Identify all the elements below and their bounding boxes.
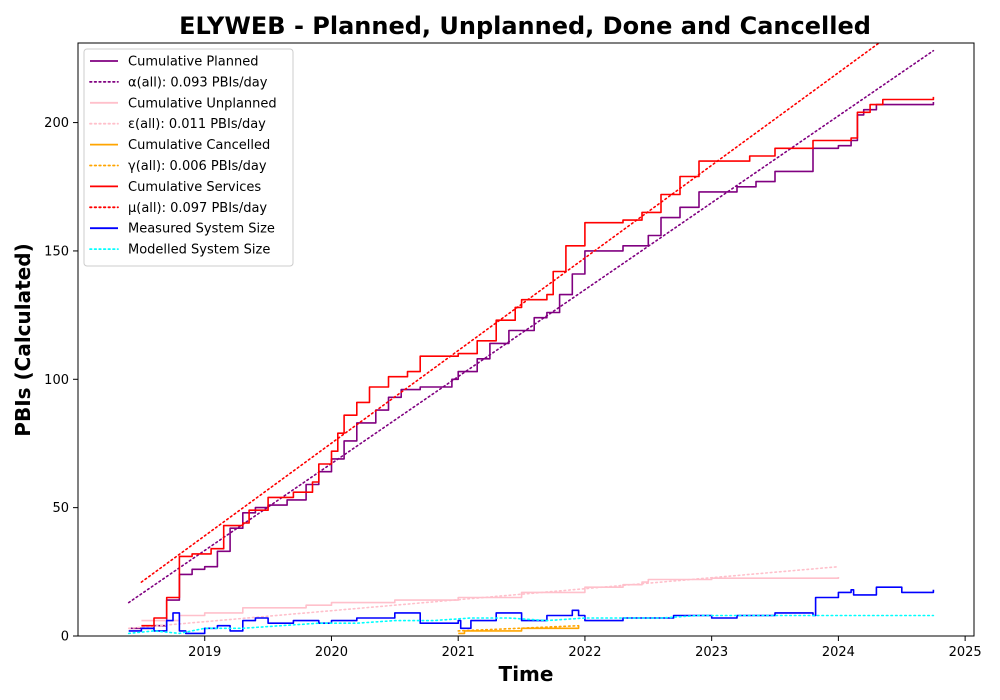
series-line-5 — [457, 624, 580, 632]
series-line-8 — [128, 586, 935, 635]
y-tick-label: 200 — [44, 116, 69, 131]
y-tick-label: 100 — [44, 373, 69, 388]
legend-item-3: ε(all): 0.011 PBIs/day — [128, 117, 266, 132]
series-line-9 — [127, 614, 935, 635]
series-line-6 — [141, 96, 935, 627]
x-tick-label: 2023 — [695, 645, 728, 660]
legend-item-8: Measured System Size — [128, 222, 275, 237]
legend: Cumulative Planned α(all): 0.093 PBIs/day… — [83, 48, 294, 267]
y-tick-label: 150 — [44, 244, 69, 259]
x-tick-label: 2025 — [949, 645, 982, 660]
y-tick-label: 0 — [61, 630, 69, 645]
legend-item-5: γ(all): 0.006 PBIs/day — [128, 159, 267, 174]
legend-item-7: μ(all): 0.097 PBIs/day — [128, 201, 267, 216]
legend-item-6: Cumulative Services — [128, 180, 261, 195]
legend-item-1: α(all): 0.093 PBIs/day — [128, 75, 268, 90]
x-tick-label: 2022 — [568, 645, 601, 660]
x-tick-label: 2024 — [822, 645, 855, 660]
series-layer — [127, 43, 935, 635]
legend-item-4: Cumulative Cancelled — [128, 138, 270, 153]
x-tick-label: 2020 — [315, 645, 348, 660]
x-tick-label: 2019 — [188, 645, 221, 660]
legend-box — [83, 48, 294, 267]
x-tick-label: 2021 — [442, 645, 475, 660]
legend-item-2: Cumulative Unplanned — [128, 96, 277, 111]
series-line-7 — [140, 43, 880, 583]
chart-title: ELYWEB - Planned, Unplanned, Done and Ca… — [179, 12, 871, 40]
series-line-0 — [128, 102, 935, 630]
x-axis: 2019 2020 2021 2022 2023 2024 2025 — [188, 636, 982, 660]
legend-item-0: Cumulative Planned — [128, 55, 258, 70]
y-tick-label: 50 — [52, 501, 69, 516]
series-line-4 — [458, 625, 580, 635]
x-axis-label: Time — [499, 662, 554, 686]
plot-frame — [77, 42, 975, 637]
series-line-3 — [127, 565, 840, 630]
y-axis-label: PBIs (Calculated) — [11, 243, 35, 436]
y-axis: 0 50 100 150 200 — [44, 116, 78, 645]
legend-item-9: Modelled System Size — [128, 243, 270, 258]
series-line-2 — [141, 577, 840, 622]
